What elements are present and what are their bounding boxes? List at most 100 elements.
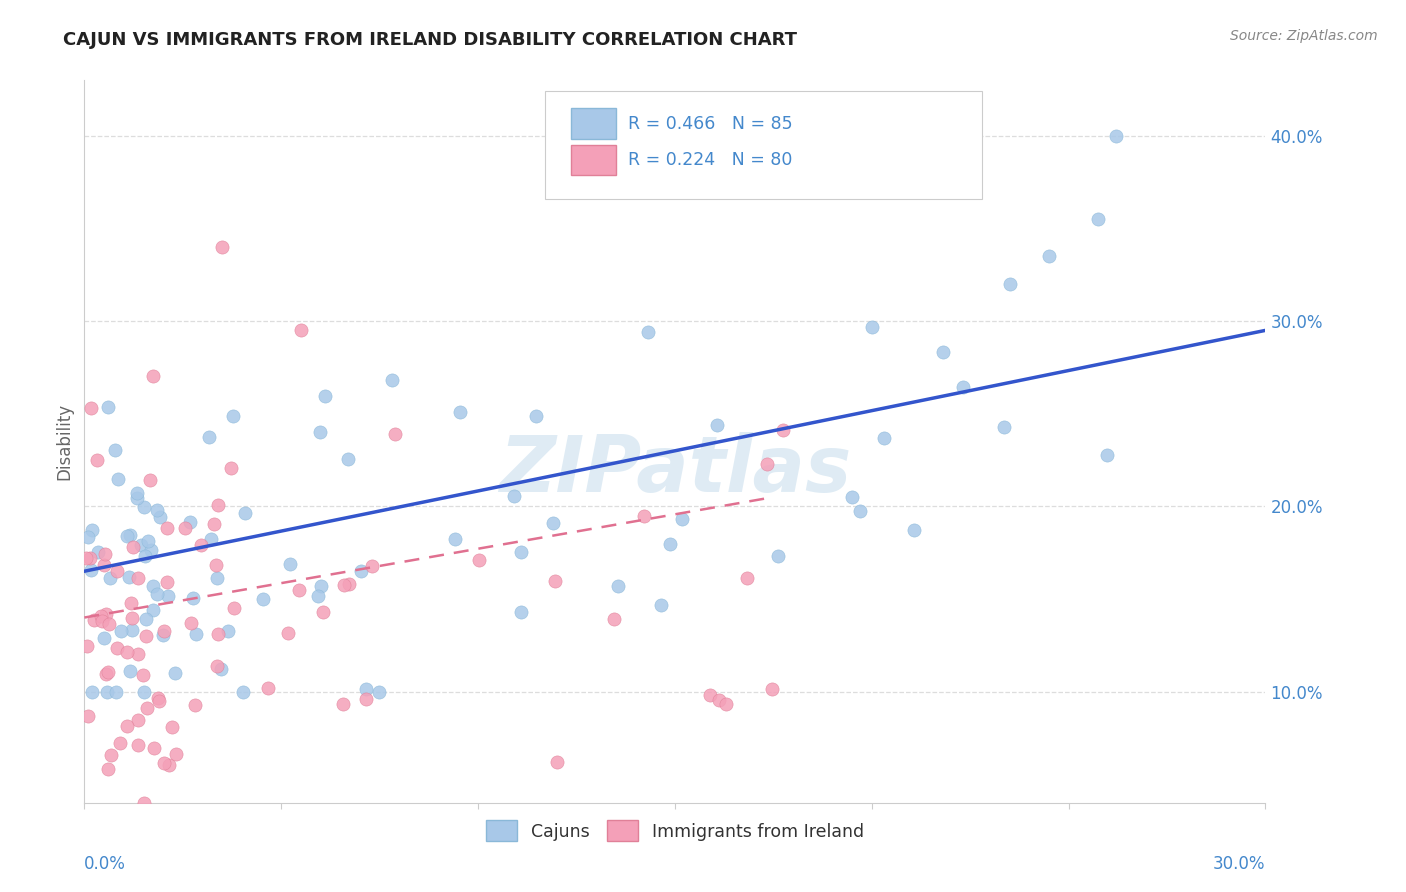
Point [156,574,179,589]
Point [135,612,157,626]
Point [80,563,103,577]
Point [873,431,896,445]
Point [368,684,391,698]
Point [1095,448,1118,462]
Point [768,549,790,563]
Point [336,452,359,467]
Point [849,504,872,518]
Point [139,542,162,557]
Text: 30.0%: 30.0% [1213,855,1265,872]
Point [139,473,162,487]
Point [707,692,730,706]
Point [97,400,120,414]
Point [277,625,299,640]
Point [76,709,98,723]
Point [76,551,98,566]
Point [120,596,142,610]
Point [449,405,471,419]
Point [157,758,180,772]
FancyBboxPatch shape [546,91,981,200]
Point [349,564,371,578]
Point [129,538,152,552]
Point [278,557,301,571]
Point [86,453,108,467]
Point [224,601,246,615]
Point [443,533,465,547]
Point [252,591,274,606]
Point [232,684,254,698]
Point [332,697,354,711]
Point [190,538,212,552]
Point [152,756,174,770]
Point [706,418,728,433]
Point [97,616,120,631]
Text: ZIPatlas: ZIPatlas [499,433,851,508]
Point [134,796,156,810]
Point [134,549,156,564]
Point [121,610,143,624]
Point [93,547,115,561]
Point [127,485,149,500]
Point [87,544,110,558]
Point [152,628,174,642]
Point [209,662,232,676]
Point [637,325,659,339]
Point [107,472,129,486]
Point [181,591,204,606]
Point [105,565,128,579]
Point [127,647,149,661]
Point [79,401,101,415]
Point [546,755,568,769]
Point [205,658,228,673]
Point [93,631,115,645]
Point [233,506,256,520]
Point [354,692,377,706]
Point [91,614,114,628]
Point [163,665,186,680]
Point [90,608,112,623]
Point [841,490,863,504]
Point [179,515,201,529]
Y-axis label: Disability: Disability [55,403,73,480]
Point [110,736,132,750]
Point [510,605,533,619]
Point [544,574,567,588]
Point [149,510,172,524]
Point [952,380,974,394]
Point [79,551,101,566]
Point [381,373,404,387]
Point [157,589,180,603]
Point [309,425,332,439]
Point [502,490,524,504]
Point [94,607,117,621]
Point [671,512,693,526]
Point [121,624,143,638]
Point [354,681,377,696]
FancyBboxPatch shape [571,145,616,175]
Point [132,684,155,698]
Point [132,500,155,514]
Point [186,627,208,641]
Point [510,545,533,559]
Point [606,579,628,593]
Point [361,559,384,574]
Text: 0.0%: 0.0% [84,855,127,872]
Point [207,571,229,585]
Point [96,667,118,681]
Point [76,639,98,653]
Point [105,641,128,656]
Point [96,684,118,698]
Legend: Cajuns, Immigrants from Ireland: Cajuns, Immigrants from Ireland [478,814,872,848]
Point [541,516,564,531]
Point [80,523,103,537]
Point [184,698,207,712]
Point [761,681,783,696]
Point [198,430,221,444]
Point [118,664,141,678]
Point [524,409,547,423]
Point [222,409,245,423]
Point [100,748,122,763]
Point [314,389,336,403]
Point [122,541,145,555]
Point [207,627,229,641]
